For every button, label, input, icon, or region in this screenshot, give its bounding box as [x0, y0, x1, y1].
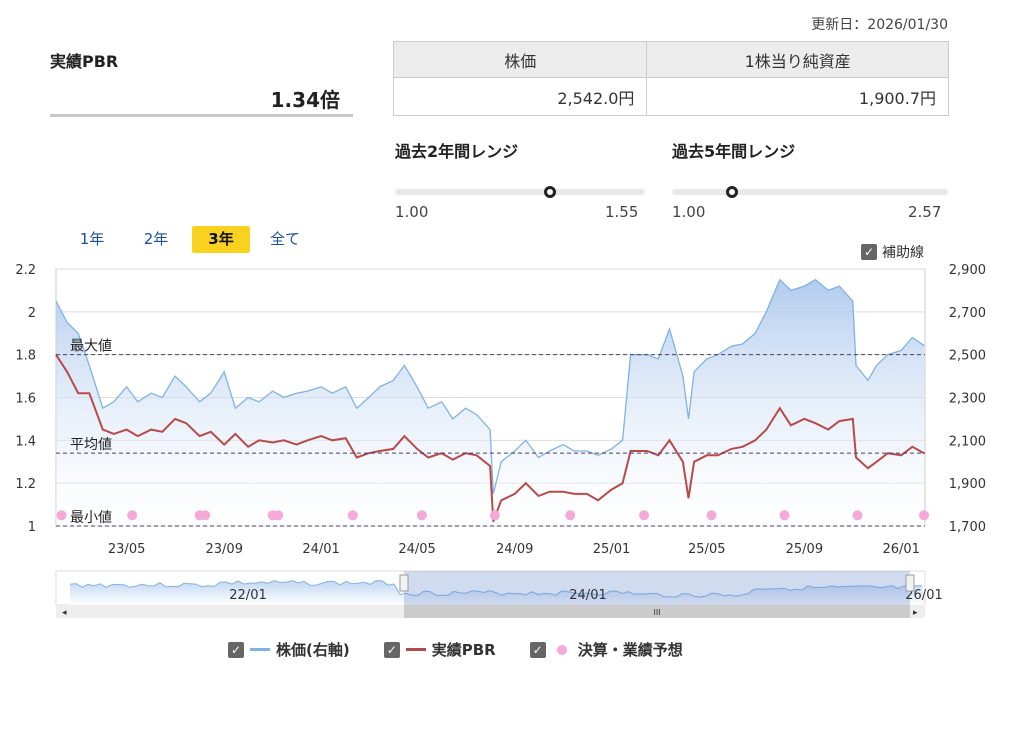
y-left-tick-label: 1.6: [15, 392, 36, 407]
x-tick-label: 24/09: [496, 542, 533, 557]
scroll-left-icon: ◂: [62, 608, 67, 618]
pbr-title: 実績PBR: [50, 52, 119, 71]
event-marker: [347, 510, 358, 521]
y-right-tick-label: 1,900: [949, 477, 986, 492]
event-marker: [273, 510, 284, 521]
navigator-tick-label: 24/01: [569, 588, 606, 603]
range-5y-title: 過去5年間レンジ: [672, 142, 796, 161]
updated-date: 更新日：2026/01/30: [811, 17, 948, 33]
period-all-button[interactable]: 全て: [269, 230, 300, 248]
x-tick-label: 23/09: [206, 542, 243, 557]
legend: ✓ 株価(右軸) ✓ 実績PBR ✓ 決算・業績予想: [228, 639, 683, 660]
x-tick-label: 25/05: [688, 542, 725, 557]
range-5y-max: 2.57: [908, 203, 942, 221]
header-bps: 1株当り純資産: [646, 41, 949, 78]
event-marker: [565, 510, 576, 521]
line-swatch-icon: [250, 648, 270, 651]
navigator-line: [69, 580, 923, 598]
y-right-tick-label: 2,700: [949, 306, 986, 321]
y-right-tick-label: 2,300: [949, 392, 986, 407]
checkbox-checked-icon[interactable]: ✓: [861, 244, 877, 260]
y-left-tick-label: 1.2: [15, 477, 36, 492]
event-marker: [416, 510, 427, 521]
y-right-tick-label: 1,700: [949, 520, 986, 535]
period-1y-button[interactable]: 1年: [79, 230, 105, 248]
header-price: 株価: [392, 41, 648, 78]
scrollbar-grip-icon: III: [653, 608, 660, 617]
y-left-tick-label: 1: [28, 520, 36, 535]
checkbox-checked-icon[interactable]: ✓: [383, 641, 400, 658]
range-2y-min: 1.00: [395, 203, 429, 221]
period-2y-button[interactable]: 2年: [143, 230, 169, 248]
event-marker: [200, 510, 211, 521]
range-2y-max: 1.55: [605, 203, 639, 221]
y-right-tick-label: 2,100: [949, 434, 986, 449]
navigator-handle: [399, 574, 409, 592]
event-marker: [127, 510, 138, 521]
event-marker: [919, 510, 929, 521]
bps-value: 1,900.7円: [646, 77, 949, 116]
reference-line-label: 最大値: [70, 339, 112, 355]
navigator-handle: [905, 574, 915, 592]
event-marker: [56, 510, 67, 521]
range-2y-title: 過去2年間レンジ: [395, 142, 519, 161]
price-line: [55, 278, 925, 495]
legend-label: 株価(右軸): [276, 641, 350, 659]
x-tick-label: 25/09: [786, 542, 823, 557]
x-tick-label: 23/05: [108, 542, 145, 557]
y-left-tick-label: 2: [28, 306, 36, 321]
price-area: [56, 279, 925, 526]
reference-line-label: 平均値: [70, 437, 112, 453]
y-left-tick-label: 2.2: [15, 263, 36, 278]
y-right-tick-label: 2,900: [949, 263, 986, 278]
checkbox-checked-icon[interactable]: ✓: [228, 641, 244, 658]
period-3y-button[interactable]: 3年: [192, 226, 250, 253]
range-2y-track: [395, 189, 645, 195]
legend-label: 決算・業績予想: [577, 641, 683, 659]
y-right-tick-label: 2,500: [949, 349, 986, 364]
range-2y-marker: [543, 186, 556, 198]
event-marker: [852, 510, 863, 521]
scroll-right-icon: ▸: [913, 608, 918, 618]
price-info-table: 株価 1株当り純資産 2,542.0円 1,900.7円: [392, 41, 949, 116]
legend-price[interactable]: ✓ 株価(右軸): [228, 639, 350, 660]
dot-swatch-icon: [556, 644, 567, 655]
navigator-tick-label: 22/01: [229, 588, 266, 603]
legend-events[interactable]: ✓ 決算・業績予想: [529, 639, 683, 660]
range-5y-track: [672, 189, 948, 195]
legend-pbr[interactable]: ✓ 実績PBR: [383, 639, 496, 660]
reference-line-label: 最小値: [70, 510, 112, 526]
checkbox-checked-icon[interactable]: ✓: [529, 641, 546, 658]
y-left-tick-label: 1.8: [15, 349, 36, 364]
price-value: 2,542.0円: [392, 77, 648, 116]
x-tick-label: 25/01: [593, 542, 630, 557]
navigator-tick-label: 26/01: [905, 588, 942, 603]
event-marker: [706, 510, 717, 521]
aux-lines-label: 補助線: [882, 245, 924, 261]
legend-label: 実績PBR: [431, 641, 496, 659]
line-swatch-icon: [405, 648, 426, 651]
pbr-value: 1.34倍: [270, 88, 340, 112]
aux-lines-toggle[interactable]: ✓ 補助線: [861, 242, 924, 262]
event-marker: [489, 510, 500, 521]
scrollbar-thumb: [404, 605, 910, 618]
event-marker: [779, 510, 790, 521]
divider: [50, 114, 353, 117]
x-tick-label: 24/01: [302, 542, 339, 557]
x-tick-label: 24/05: [398, 542, 435, 557]
y-left-tick-label: 1.4: [15, 434, 36, 449]
event-marker: [639, 510, 650, 521]
range-5y-marker: [725, 186, 738, 198]
x-tick-label: 26/01: [882, 542, 919, 557]
navigator-area: [70, 580, 925, 605]
navigator-selection: [404, 571, 910, 605]
range-5y-min: 1.00: [672, 203, 706, 221]
